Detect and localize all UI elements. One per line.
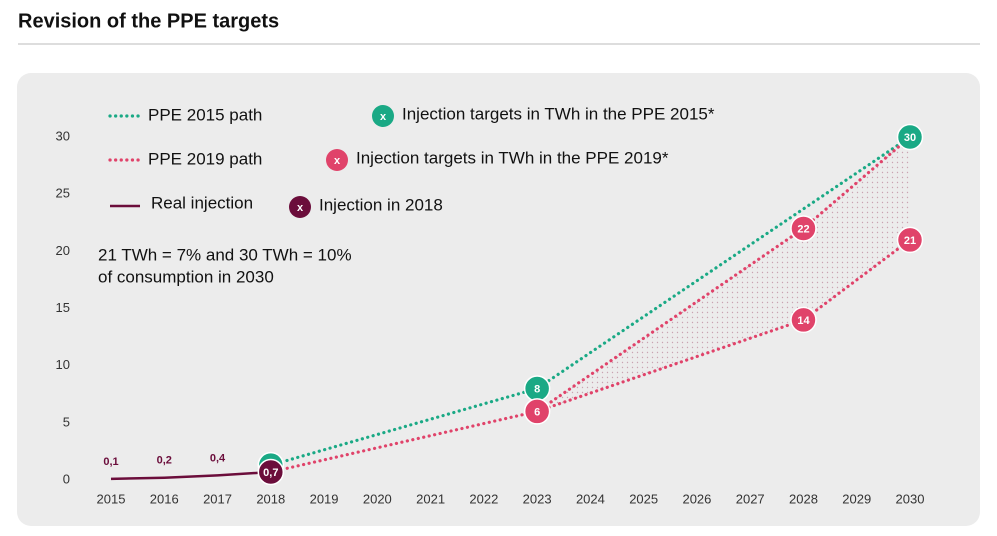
x-tick-label: 2022	[469, 491, 498, 506]
y-tick-label: 25	[56, 186, 70, 201]
y-tick-label: 30	[56, 128, 70, 143]
x-tick-label: 2025	[629, 491, 658, 506]
x-tick-label: 2019	[310, 491, 339, 506]
point-marker	[896, 123, 924, 151]
series-line	[269, 135, 912, 467]
legend-label: PPE 2015 path	[148, 105, 262, 124]
x-tick-label: 2017	[203, 491, 232, 506]
x-tick-label: 2024	[576, 491, 605, 506]
value-label: 0,4	[210, 452, 226, 464]
legend-marker	[326, 149, 348, 171]
page-title: Revision of the PPE targets	[18, 10, 279, 32]
series-line	[535, 135, 912, 413]
legend-label: Injection in 2018	[319, 195, 443, 214]
x-tick-label: 2015	[97, 491, 126, 506]
chart-panel	[17, 73, 980, 526]
x-tick-label: 2023	[523, 491, 552, 506]
value-label: 0,1	[103, 456, 118, 468]
annotation: 21 TWh = 7% and 30 TWh = 10%	[98, 245, 352, 264]
point-marker	[257, 458, 285, 486]
point-marker	[523, 398, 551, 425]
point-marker	[896, 226, 924, 254]
legend-symbol: x	[334, 155, 341, 167]
legend-symbol: x	[297, 202, 304, 214]
y-tick-label: 15	[56, 300, 70, 315]
value-label: 8	[534, 383, 540, 395]
y-tick-label: 10	[56, 357, 70, 372]
value-label: 30	[904, 132, 916, 144]
x-tick-label: 2027	[736, 491, 765, 506]
value-label: 0,2	[157, 455, 172, 467]
value-label: 0,7	[263, 467, 278, 479]
annotation: of consumption in 2030	[98, 267, 274, 286]
x-tick-label: 2020	[363, 491, 392, 506]
y-tick-label: 20	[56, 243, 70, 258]
x-tick-label: 2030	[896, 491, 925, 506]
legend-label: Real injection	[151, 193, 253, 212]
value-label: 14	[797, 315, 810, 327]
legend-marker	[372, 105, 394, 127]
series-line	[269, 238, 912, 474]
series-line	[110, 470, 271, 481]
x-tick-label: 2029	[842, 491, 871, 506]
legend-marker	[289, 196, 311, 218]
point-marker	[790, 215, 817, 242]
range-shade	[537, 137, 910, 412]
value-label: 22	[797, 223, 809, 235]
point-marker	[790, 306, 817, 334]
legend-label: Injection targets in TWh in the PPE 2015…	[402, 104, 715, 123]
y-tick-label: 0	[63, 471, 70, 486]
legend-symbol: x	[380, 111, 387, 123]
x-tick-label: 2028	[789, 491, 818, 506]
y-tick-label: 5	[63, 414, 70, 429]
x-tick-label: 2018	[256, 491, 285, 506]
x-tick-label: 2026	[682, 491, 711, 506]
x-tick-label: 2016	[150, 491, 179, 506]
legend-label: Injection targets in TWh in the PPE 2019…	[356, 148, 669, 167]
x-tick-label: 2021	[416, 491, 445, 506]
value-label: 6	[534, 406, 540, 418]
value-label: 21	[904, 235, 916, 247]
legend-label: PPE 2019 path	[148, 149, 262, 168]
